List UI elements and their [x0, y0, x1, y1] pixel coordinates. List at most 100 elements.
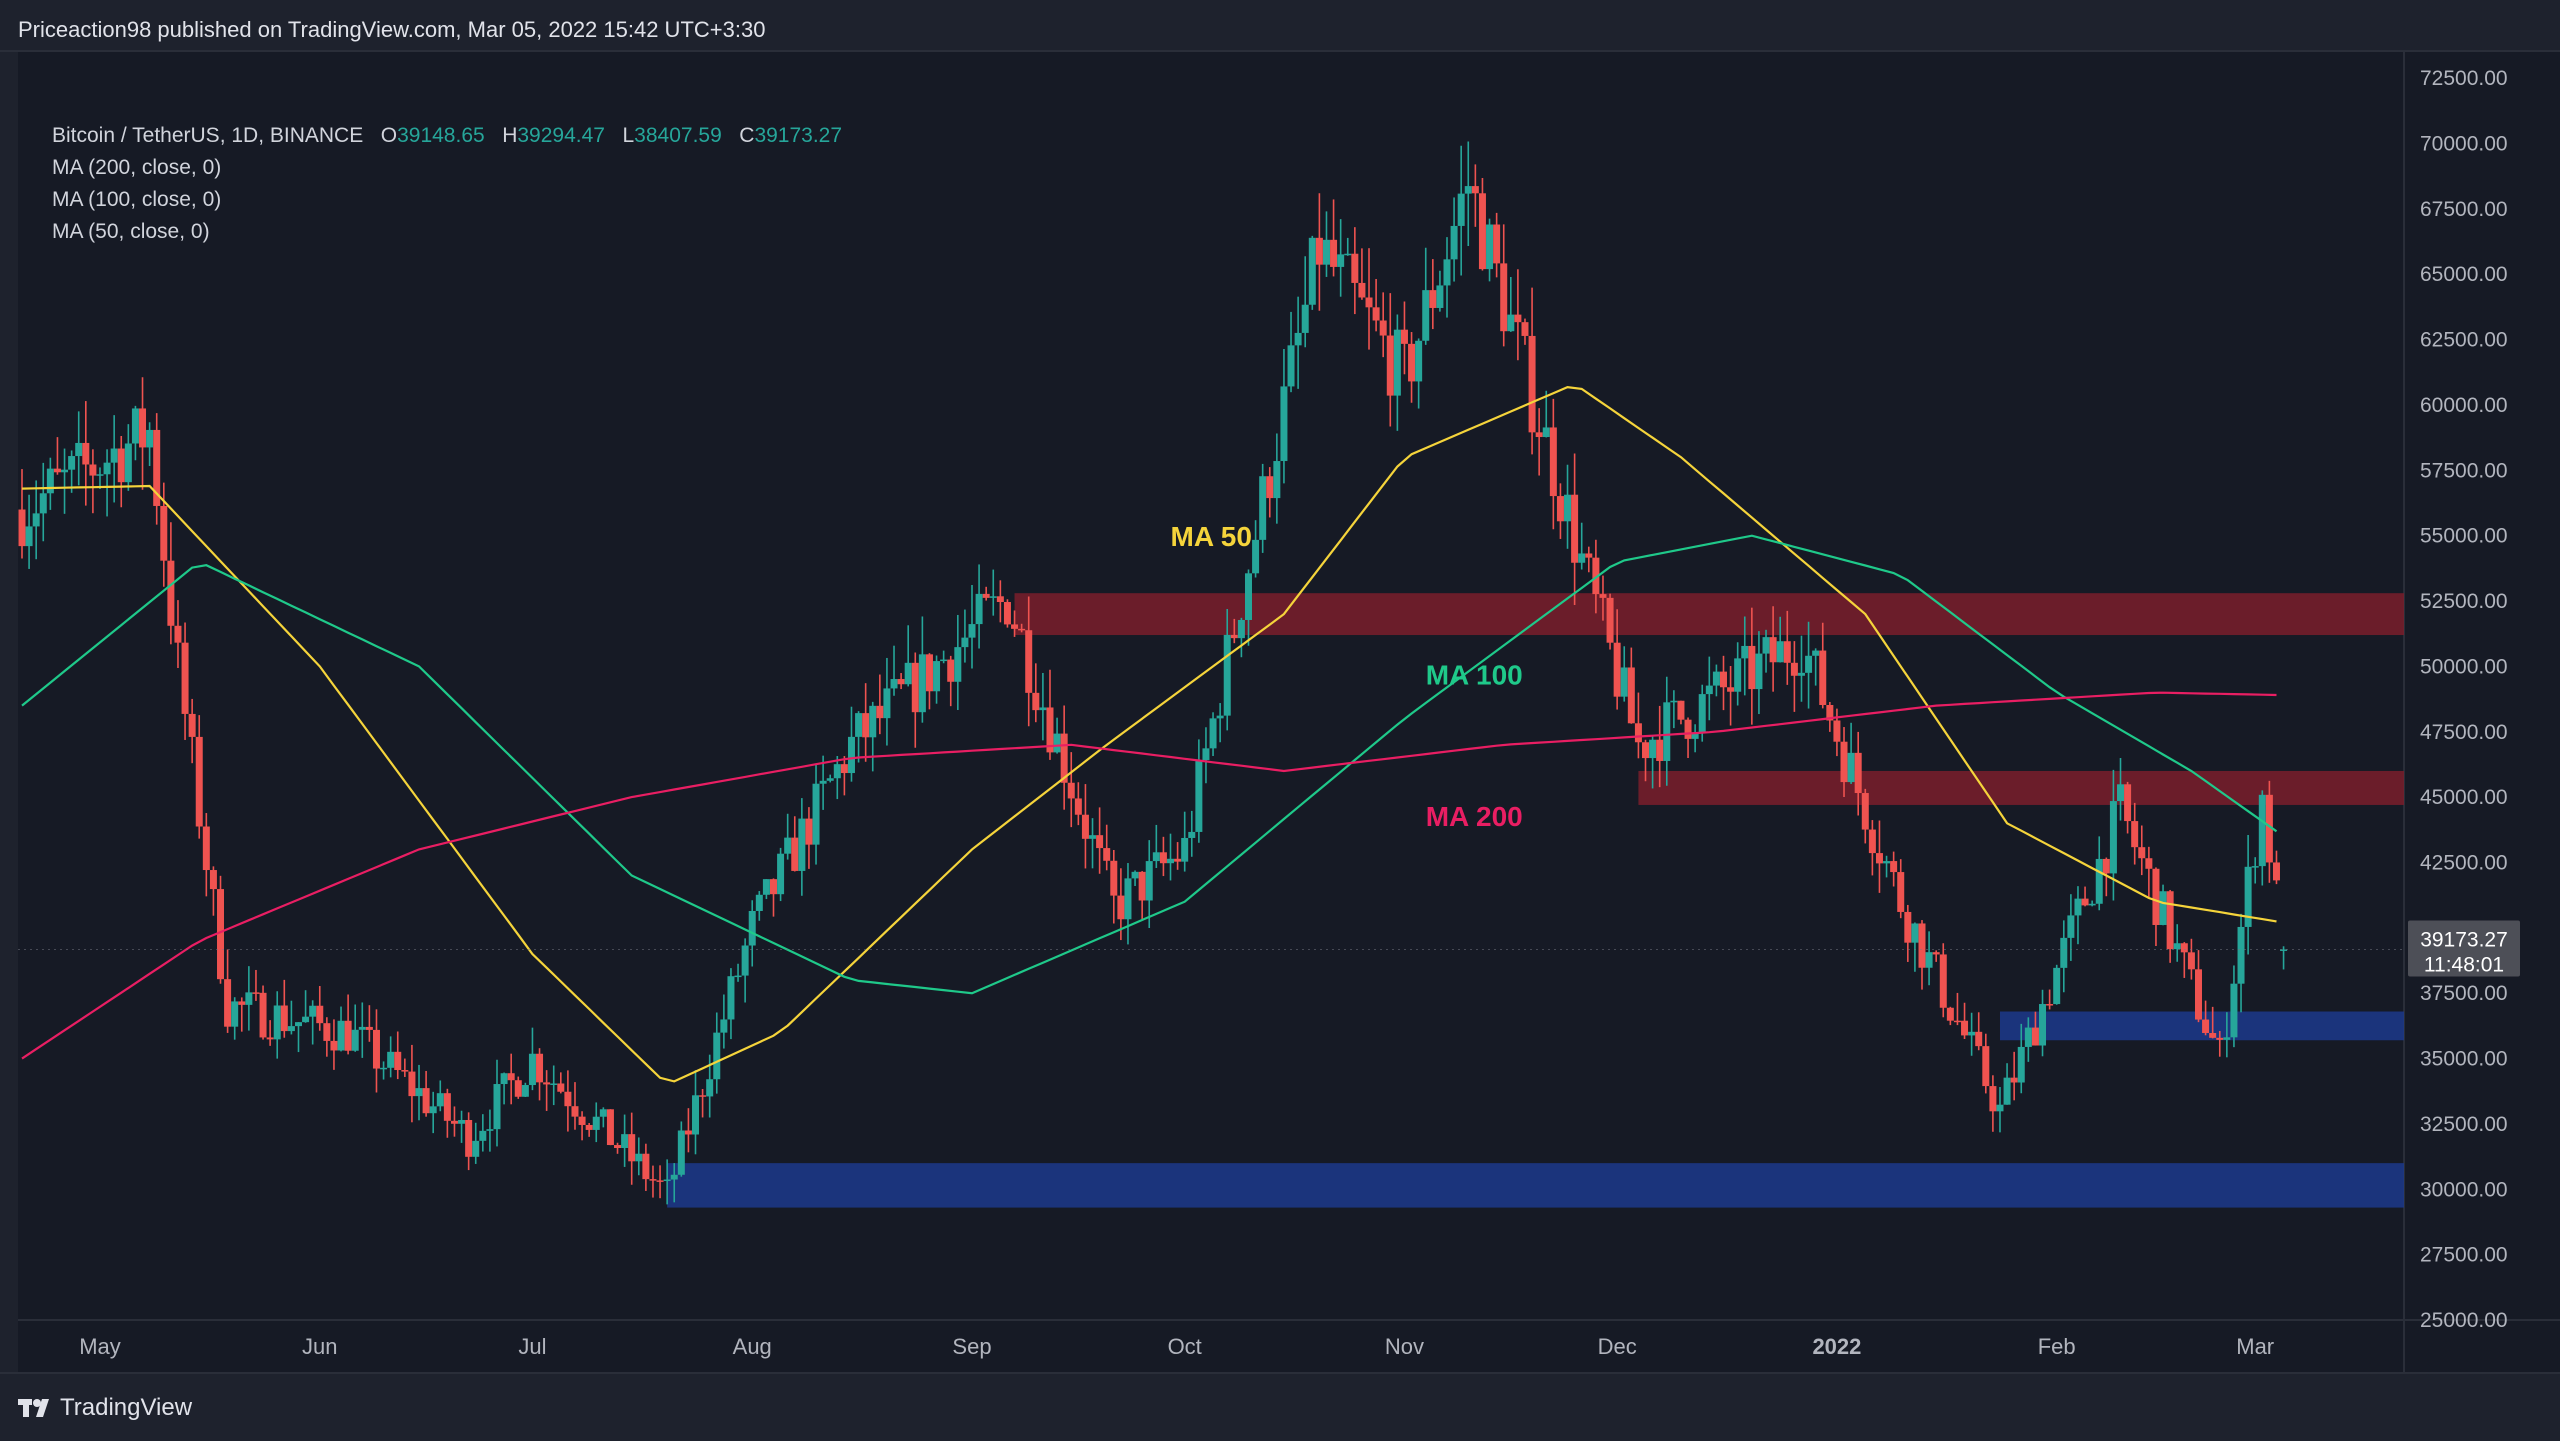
candle-body: [486, 1129, 494, 1131]
candle-body: [2131, 821, 2139, 848]
candle-body: [1152, 852, 1160, 862]
candle-body: [1124, 878, 1132, 920]
candle-body: [791, 837, 799, 871]
candle-body: [1294, 332, 1302, 346]
candle-body: [1159, 852, 1167, 864]
candle-body: [302, 1016, 310, 1023]
candle-body: [940, 659, 948, 662]
candle-body: [96, 474, 104, 476]
candle-body: [1564, 494, 1572, 522]
candle-body: [933, 661, 941, 692]
candle-body: [2060, 937, 2068, 968]
candle-body: [649, 1179, 657, 1181]
candle-body: [550, 1083, 558, 1085]
candle-body: [514, 1080, 522, 1097]
candle-body: [1762, 637, 1770, 654]
candle-body: [748, 910, 756, 946]
candle-body: [1096, 835, 1104, 849]
candle-body: [2010, 1077, 2018, 1083]
y-tick-label: 60000.00: [2420, 394, 2508, 417]
candle-body: [2053, 967, 2061, 1005]
candle-body: [465, 1120, 473, 1157]
candle-body: [1897, 872, 1905, 912]
candle-body: [1840, 741, 1848, 783]
candle-body: [1953, 1020, 1961, 1023]
candle-body: [1656, 739, 1664, 761]
candle-body: [1400, 329, 1408, 344]
candle-body: [890, 679, 898, 689]
candle-body: [1627, 667, 1635, 724]
candle-body: [2074, 898, 2082, 916]
candle-body: [1514, 314, 1522, 323]
candle-body: [833, 764, 841, 779]
candle-body: [1989, 1086, 1997, 1112]
candle-body: [1344, 253, 1352, 256]
candle-body: [1634, 723, 1642, 743]
candle-body: [2194, 969, 2202, 1020]
resistance-zone-1: [1014, 593, 2404, 636]
x-tick-label: Nov: [1385, 1334, 1424, 1359]
y-tick-label: 42500.00: [2420, 851, 2508, 874]
x-tick-label: 2022: [1812, 1334, 1861, 1359]
candle-body: [621, 1134, 629, 1149]
candle-body: [181, 642, 189, 714]
candle-body: [1415, 340, 1423, 382]
candle-body: [1280, 386, 1288, 462]
candle-body: [1790, 662, 1798, 676]
chart-area[interactable]: 72500.00 70000.00 67500.00 65000.00 62500.00…: [18, 52, 2560, 1372]
candle-body: [1521, 322, 1529, 336]
candle-body: [1805, 655, 1813, 673]
legend-ma50[interactable]: MA (50, close, 0): [52, 220, 210, 243]
candle-body: [372, 1029, 380, 1069]
candle-body: [1032, 692, 1040, 711]
candle-body: [1677, 700, 1685, 720]
tradingview-logo[interactable]: TradingView: [18, 1394, 192, 1422]
candle-body: [75, 442, 83, 457]
candle-body: [876, 705, 884, 719]
candle-body: [1606, 597, 1614, 643]
candle-body: [840, 764, 848, 774]
candle-body: [2272, 862, 2280, 881]
legend-ma100[interactable]: MA (100, close, 0): [52, 188, 222, 211]
candle-body: [2265, 794, 2273, 863]
candle-body: [911, 662, 919, 713]
candle-body: [2145, 858, 2153, 869]
y-tick-label: 35000.00: [2420, 1048, 2508, 1071]
open-value: 39148.65: [397, 124, 485, 147]
legend-ma200[interactable]: MA (200, close, 0): [52, 156, 222, 179]
candle-body: [273, 1005, 281, 1040]
candle-body: [387, 1051, 395, 1068]
candle-body: [1847, 752, 1855, 783]
candle-body: [1599, 594, 1607, 598]
y-tick-label: 55000.00: [2420, 525, 2508, 548]
brand-name: TradingView: [60, 1394, 193, 1421]
candle-body: [1975, 1031, 1983, 1047]
symbol-name[interactable]: Bitcoin / TetherUS, 1D, BINANCE: [52, 124, 364, 147]
price-chart[interactable]: 72500.00 70000.00 67500.00 65000.00 62500.00…: [18, 52, 2560, 1372]
candle-body: [2258, 794, 2266, 867]
candle-body: [869, 705, 877, 738]
candle-body: [2039, 1004, 2047, 1046]
candle-body: [1783, 641, 1791, 663]
candle-body: [1663, 702, 1671, 761]
candle-body: [1904, 911, 1912, 943]
candle-body: [2244, 866, 2252, 927]
candle-body: [1025, 630, 1033, 693]
candle-body: [1471, 186, 1479, 194]
candle-body: [1067, 782, 1075, 799]
candle-body: [1089, 835, 1097, 839]
y-tick-label: 62500.00: [2420, 329, 2508, 352]
candle-body: [2031, 1027, 2039, 1046]
candle-body: [2003, 1077, 2011, 1105]
y-tick-label: 52500.00: [2420, 590, 2508, 613]
candle-body: [1053, 733, 1061, 753]
candle-body: [1372, 307, 1380, 321]
candle-body: [316, 1005, 324, 1024]
candle-body: [2202, 1019, 2210, 1034]
candle-body: [1642, 742, 1650, 759]
candle-body: [2138, 847, 2146, 859]
candle-body: [1117, 895, 1125, 920]
candle-body: [592, 1116, 600, 1130]
candle-body: [982, 593, 990, 598]
candle-body: [458, 1120, 466, 1124]
